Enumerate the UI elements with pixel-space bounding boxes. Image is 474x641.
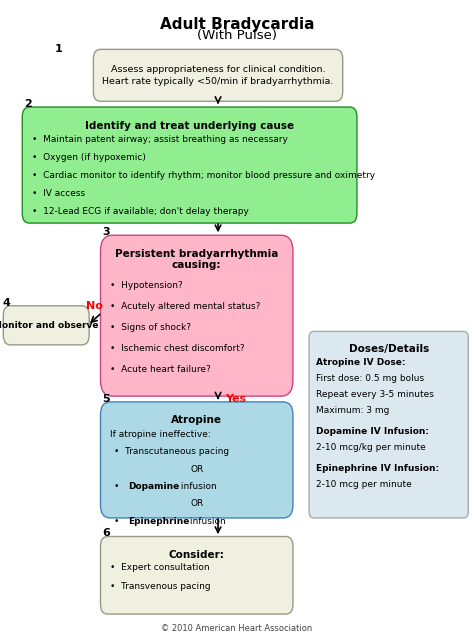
Text: •  Acutely altered mental status?: • Acutely altered mental status? <box>110 302 261 311</box>
Text: 2-10 mcg per minute: 2-10 mcg per minute <box>316 480 412 489</box>
Text: Dopamine IV Infusion:: Dopamine IV Infusion: <box>316 427 429 436</box>
Text: 4: 4 <box>2 297 10 308</box>
Text: •  Ischemic chest discomfort?: • Ischemic chest discomfort? <box>110 344 245 353</box>
Text: No: No <box>86 301 103 312</box>
Text: 2-10 mcg/kg per minute: 2-10 mcg/kg per minute <box>316 443 426 452</box>
Text: Assess appropriateness for clinical condition.
Heart rate typically <50/min if b: Assess appropriateness for clinical cond… <box>102 65 334 86</box>
Text: Repeat every 3-5 minutes: Repeat every 3-5 minutes <box>316 390 434 399</box>
Text: 3: 3 <box>102 227 109 237</box>
Text: OR: OR <box>190 499 203 508</box>
Text: OR: OR <box>190 465 203 474</box>
Text: infusion: infusion <box>187 517 226 526</box>
Text: •  Hypotension?: • Hypotension? <box>110 281 183 290</box>
Text: Persistent bradyarrhythmia
causing:: Persistent bradyarrhythmia causing: <box>115 249 278 271</box>
Text: Monitor and observe: Monitor and observe <box>0 320 99 330</box>
Text: Consider:: Consider: <box>169 550 225 560</box>
FancyBboxPatch shape <box>3 306 89 345</box>
FancyBboxPatch shape <box>100 537 293 614</box>
FancyBboxPatch shape <box>309 331 468 518</box>
Text: •  Maintain patent airway; assist breathing as necessary: • Maintain patent airway; assist breathi… <box>32 135 288 144</box>
Text: •  Transcutaneous pacing: • Transcutaneous pacing <box>114 447 229 456</box>
Text: Epinephrine IV Infusion:: Epinephrine IV Infusion: <box>316 464 439 473</box>
Text: Adult Bradycardia: Adult Bradycardia <box>160 17 314 32</box>
FancyBboxPatch shape <box>100 235 293 396</box>
Text: 1: 1 <box>55 44 62 54</box>
FancyBboxPatch shape <box>22 107 357 223</box>
Text: Doses/Details: Doses/Details <box>348 344 429 354</box>
Text: Yes: Yes <box>225 394 246 404</box>
Text: 2: 2 <box>24 99 31 109</box>
Text: Identify and treat underlying cause: Identify and treat underlying cause <box>85 121 294 131</box>
Text: Atropine: Atropine <box>171 415 222 426</box>
FancyBboxPatch shape <box>93 49 343 101</box>
FancyBboxPatch shape <box>100 402 293 518</box>
Text: If atropine ineffective:: If atropine ineffective: <box>110 430 211 439</box>
Text: •  Signs of shock?: • Signs of shock? <box>110 323 191 332</box>
Text: infusion: infusion <box>178 482 217 491</box>
Text: •  Transvenous pacing: • Transvenous pacing <box>110 582 211 591</box>
Text: Atropine IV Dose:: Atropine IV Dose: <box>316 358 406 367</box>
Text: 5: 5 <box>102 394 109 404</box>
Text: Maximum: 3 mg: Maximum: 3 mg <box>316 406 390 415</box>
Text: •  Expert consultation: • Expert consultation <box>110 563 210 572</box>
Text: (With Pulse): (With Pulse) <box>197 29 277 42</box>
Text: © 2010 American Heart Association: © 2010 American Heart Association <box>161 624 313 633</box>
Text: •  12-Lead ECG if available; don't delay therapy: • 12-Lead ECG if available; don't delay … <box>32 207 249 216</box>
Text: First dose: 0.5 mg bolus: First dose: 0.5 mg bolus <box>316 374 424 383</box>
Text: Dopamine: Dopamine <box>128 482 179 491</box>
Text: •  Cardiac monitor to identify rhythm; monitor blood pressure and oximetry: • Cardiac monitor to identify rhythm; mo… <box>32 171 375 180</box>
Text: •: • <box>114 482 125 491</box>
Text: 6: 6 <box>102 528 110 538</box>
Text: •: • <box>114 517 125 526</box>
Text: •  Oxygen (if hypoxemic): • Oxygen (if hypoxemic) <box>32 153 146 162</box>
Text: •  IV access: • IV access <box>32 189 85 198</box>
Text: •  Acute heart failure?: • Acute heart failure? <box>110 365 211 374</box>
Text: Epinephrine: Epinephrine <box>128 517 189 526</box>
